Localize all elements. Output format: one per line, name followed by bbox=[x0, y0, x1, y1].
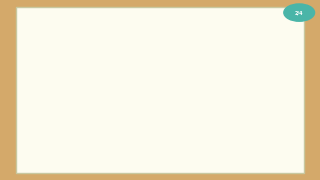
Text: =N: =N bbox=[245, 106, 257, 115]
Text: NBS(1.0 equiv.), PPh₃ (1.0 equiv.): NBS(1.0 equiv.), PPh₃ (1.0 equiv.) bbox=[92, 86, 180, 91]
Text: N: N bbox=[253, 95, 259, 104]
Text: The recent method:: The recent method: bbox=[25, 19, 142, 32]
Text: BtH (1.0 equiv.), Et₃N (2.0 equiv.): BtH (1.0 equiv.), Et₃N (2.0 equiv.) bbox=[92, 96, 180, 102]
Text: 2/4: 2/4 bbox=[295, 10, 303, 15]
Text: O: O bbox=[228, 72, 234, 81]
Text: dry DCM: dry DCM bbox=[124, 108, 147, 113]
Text: OH: OH bbox=[94, 96, 106, 105]
Text: 1a: 1a bbox=[51, 125, 63, 135]
Text: 2a: 2a bbox=[244, 121, 257, 131]
Text: O: O bbox=[81, 69, 87, 78]
